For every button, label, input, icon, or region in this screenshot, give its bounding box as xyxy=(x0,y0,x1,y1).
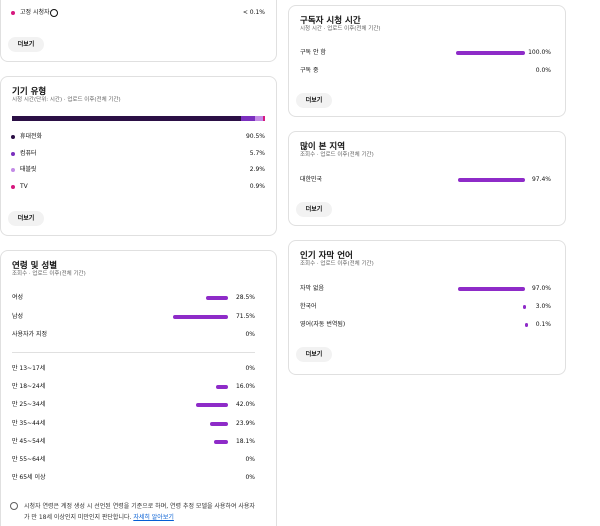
more-button[interactable]: 더보기 xyxy=(296,93,332,108)
card-subtitle: 조회수 · 업로드 이후(전체 기간) xyxy=(300,261,374,267)
card-subtitle: 시청 시간 · 업로드 이후(전체 기간) xyxy=(300,26,381,32)
row-percent: < 0.1% xyxy=(242,9,265,16)
stacked-segment xyxy=(262,116,265,121)
stacked-segment xyxy=(240,116,256,121)
row-label: 영어(자동 번역됨) xyxy=(300,321,346,328)
row-label: 구독 중 xyxy=(300,67,319,74)
legend-label: TV xyxy=(20,183,28,191)
card-title: 연령 및 성별 xyxy=(12,261,58,271)
legend-percent: 2.9% xyxy=(249,166,265,174)
more-button[interactable]: 더보기 xyxy=(8,211,44,226)
row-percent: 0.0% xyxy=(535,67,551,74)
card-title: 구독자 시청 시간 xyxy=(300,16,361,26)
row-label: 고정 시청자 xyxy=(20,9,50,16)
legend-dot xyxy=(11,185,15,190)
info-icon[interactable] xyxy=(50,9,58,17)
row-percent: 0% xyxy=(245,365,255,372)
legend-dot xyxy=(11,151,15,156)
footnote-text: 시청자 연령은 계정 생성 시 선언된 연령을 기준으로 하며, 연령 추정 모… xyxy=(24,503,255,521)
row-label: 만 55~64세 xyxy=(12,456,46,463)
bar xyxy=(522,305,526,309)
legend-label: 태블릿 xyxy=(20,166,37,174)
row-label: 만 18~24세 xyxy=(12,383,46,391)
legend-percent: 90.5% xyxy=(245,133,265,140)
legend-dot xyxy=(11,168,15,173)
card xyxy=(288,5,566,117)
row-label: 만 25~34세 xyxy=(12,401,46,409)
row-percent: 100.0% xyxy=(528,49,551,56)
stacked-segment xyxy=(255,116,263,121)
bar xyxy=(215,385,228,390)
card-subtitle: 시청 시간(단위: 시간) · 업로드 이후(전체 기간) xyxy=(12,97,121,103)
card-title: 기기 유형 xyxy=(12,87,47,97)
card-subtitle: 조회수 · 업로드 이후(전체 기간) xyxy=(12,271,86,277)
footnote: 시청자 연령은 계정 생성 시 선언된 연령을 기준으로 하며, 연령 추정 모… xyxy=(24,501,258,523)
bar xyxy=(206,296,228,300)
card-subtitle: 조회수 · 업로드 이후(전체 기간) xyxy=(300,152,374,158)
row-percent: 71.5% xyxy=(235,312,255,320)
legend-label: 휴대전화 xyxy=(20,133,43,140)
row-percent: 97.0% xyxy=(531,285,551,292)
learn-more-link[interactable]: 자세히 알아보기 xyxy=(133,514,174,521)
more-button[interactable]: 더보기 xyxy=(296,347,332,362)
bar xyxy=(458,287,525,291)
bar xyxy=(172,314,228,319)
card xyxy=(288,240,566,375)
card xyxy=(0,76,277,236)
bar xyxy=(457,178,525,182)
row-label: 만 35~44세 xyxy=(12,419,46,427)
row-percent: 0% xyxy=(245,456,255,463)
legend-label: 컴퓨터 xyxy=(20,149,37,157)
row-percent: 97.4% xyxy=(531,176,551,183)
row-label: 구독 안 함 xyxy=(300,49,326,56)
bar xyxy=(456,51,525,55)
stacked-segment xyxy=(12,116,241,121)
row-percent: 0.1% xyxy=(535,321,551,328)
row-percent: 23.9% xyxy=(235,419,255,427)
row-percent: 28.5% xyxy=(235,294,255,301)
row-percent: 0% xyxy=(245,474,255,482)
card-title: 많이 본 지역 xyxy=(300,142,346,152)
row-percent: 42.0% xyxy=(235,401,255,409)
row-percent: 18.1% xyxy=(235,437,255,445)
row-percent: 0% xyxy=(245,331,255,338)
more-button[interactable]: 더보기 xyxy=(296,202,332,217)
row-label: 자막 없음 xyxy=(300,285,324,292)
row-label: 만 45~54세 xyxy=(12,437,46,445)
row-label: 남성 xyxy=(12,312,24,320)
row-percent: 3.0% xyxy=(535,303,551,310)
row-label: 한국어 xyxy=(300,303,317,310)
bar xyxy=(214,439,228,444)
row-label: 대한민국 xyxy=(300,176,323,183)
legend-percent: 5.7% xyxy=(249,149,265,157)
legend-percent: 0.9% xyxy=(249,183,265,191)
bar xyxy=(195,403,228,408)
card xyxy=(0,250,277,526)
row-label: 만 13~17세 xyxy=(12,365,46,372)
bar xyxy=(209,421,228,426)
info-icon xyxy=(10,502,18,510)
card xyxy=(0,0,277,62)
separator xyxy=(12,352,255,353)
row-label: 여성 xyxy=(12,294,24,301)
row-label: 사용자가 지정 xyxy=(12,331,48,338)
bar xyxy=(524,323,528,327)
row-percent: 16.0% xyxy=(235,383,255,391)
legend-dot xyxy=(11,135,15,139)
legend-dot xyxy=(11,11,15,15)
card-title: 인기 자막 언어 xyxy=(300,251,353,261)
more-button[interactable]: 더보기 xyxy=(8,37,44,52)
row-label: 만 65세 이상 xyxy=(12,474,46,482)
